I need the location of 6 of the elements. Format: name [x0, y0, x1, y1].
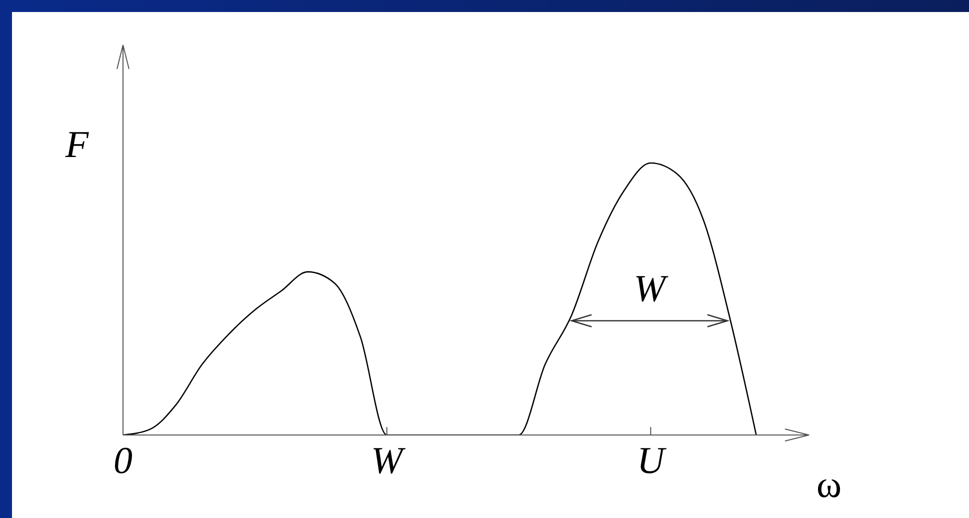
x-tick-label: W — [371, 440, 406, 482]
x-tick-label: U — [636, 440, 667, 482]
x-axis-title: ω — [816, 464, 842, 506]
annotation: W — [634, 268, 669, 310]
x-tick-label: 0 — [114, 440, 132, 482]
y-axis-title: F — [64, 124, 90, 166]
